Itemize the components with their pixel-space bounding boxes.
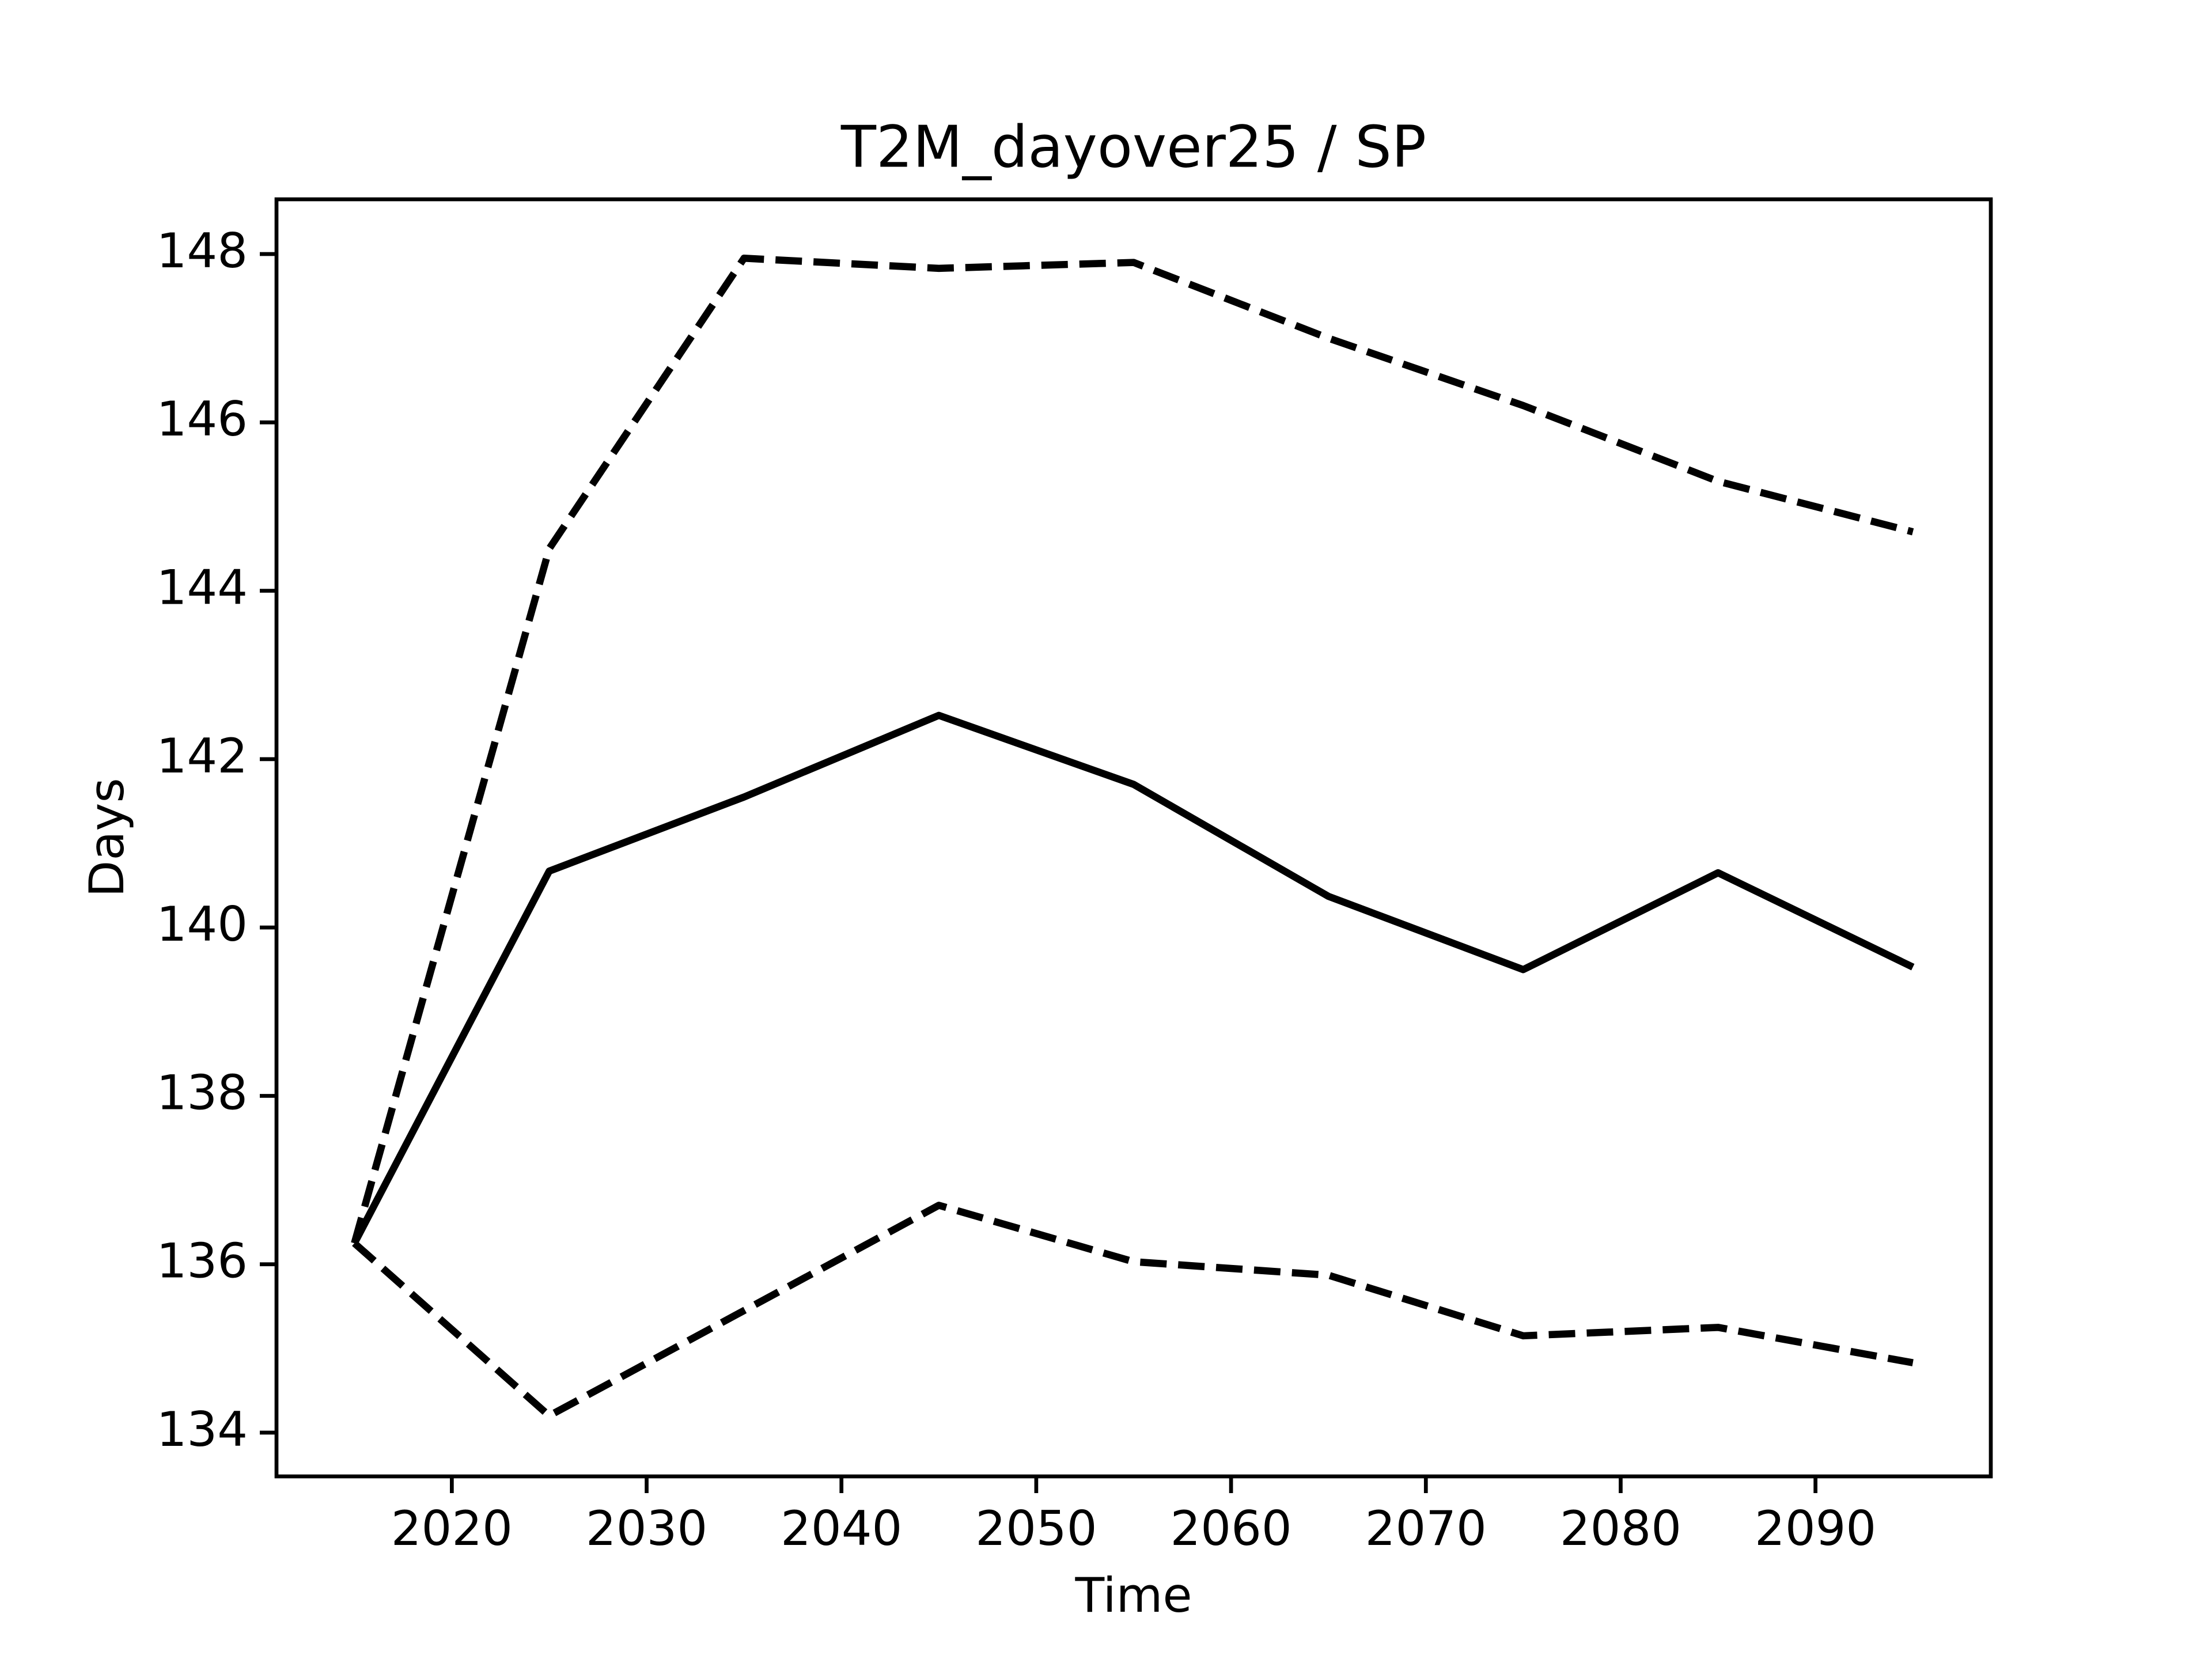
y-tick-label: 142: [157, 728, 248, 784]
data-line: [352, 1202, 1914, 1420]
y-axis-label: Days: [79, 778, 135, 897]
x-tick-label: 2040: [781, 1501, 902, 1556]
x-tick-label: 2030: [586, 1501, 707, 1556]
y-tick-label: 136: [157, 1233, 248, 1289]
y-tick-label: 144: [157, 560, 248, 616]
x-tick-label: 2080: [1560, 1501, 1681, 1556]
chart-title: T2M_dayover25 / SP: [840, 113, 1426, 180]
data-line: [351, 255, 1914, 1244]
x-tick-label: 2050: [975, 1501, 1097, 1556]
data-line: [351, 711, 1915, 1245]
x-tick-label: 2020: [391, 1501, 513, 1556]
x-tick-label: 2070: [1365, 1501, 1487, 1556]
y-tick-label: 140: [157, 896, 248, 952]
y-tick-label: 148: [157, 223, 248, 279]
x-tick-label: 2090: [1755, 1501, 1876, 1556]
y-tick-label: 134: [157, 1402, 248, 1457]
x-axis-label: Time: [1074, 1567, 1192, 1623]
y-tick-label: 146: [157, 391, 248, 447]
x-tick-label: 2060: [1170, 1501, 1291, 1556]
axes-frame: [274, 197, 1993, 1479]
y-tick-label: 138: [157, 1065, 248, 1120]
